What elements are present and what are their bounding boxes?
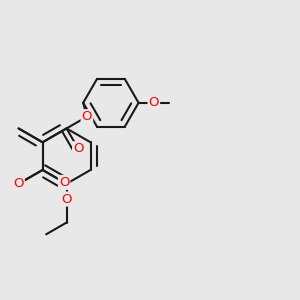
Text: O: O	[13, 177, 24, 190]
Text: O: O	[82, 110, 92, 123]
Text: O: O	[61, 193, 72, 206]
Text: O: O	[73, 142, 84, 155]
Text: O: O	[59, 176, 69, 189]
Text: O: O	[148, 96, 159, 109]
